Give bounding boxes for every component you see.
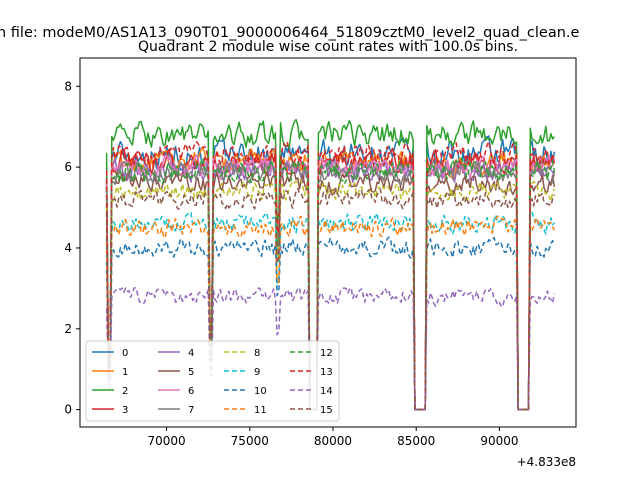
legend-label-1: 1: [122, 367, 128, 378]
y-tick-label: 4: [64, 241, 72, 255]
legend-label-8: 8: [254, 348, 260, 359]
legend-label-14: 14: [320, 386, 333, 397]
legend-frame: [85, 340, 340, 422]
series-line-8: [105, 178, 556, 411]
legend-label-3: 3: [122, 405, 128, 416]
legend-label-11: 11: [254, 405, 267, 416]
legend-label-12: 12: [320, 348, 333, 359]
legend-label-15: 15: [320, 405, 333, 416]
legend-label-13: 13: [320, 367, 333, 378]
figure-suptitle: n file: modeM0/AS1A13_090T01_9000006464_…: [0, 25, 580, 41]
series-line-9: [105, 210, 555, 411]
x-tick-label: 85000: [397, 434, 435, 448]
y-tick-label: 8: [64, 79, 72, 93]
x-tick-label: 70000: [147, 434, 185, 448]
x-tick-label: 75000: [231, 434, 269, 448]
legend-label-7: 7: [188, 405, 194, 416]
y-tick-label: 2: [64, 322, 72, 336]
legend-label-9: 9: [254, 367, 260, 378]
legend-label-4: 4: [188, 348, 194, 359]
y-axis: 0 2 4 6 8: [64, 79, 80, 417]
y-tick-label: 0: [64, 403, 72, 417]
series-line-11: [105, 215, 556, 411]
series-line-2: [105, 118, 555, 411]
series-line-5: [105, 170, 556, 411]
axes-frame: [79, 57, 577, 428]
legend-label-2: 2: [122, 386, 128, 397]
chart-title: Quadrant 2 module wise count rates with …: [138, 39, 518, 55]
series-group: [105, 118, 556, 411]
series-line-14: [105, 286, 556, 411]
legend-label-5: 5: [188, 367, 194, 378]
legend-label-6: 6: [188, 386, 194, 397]
x-offset-label: +4.833e8: [517, 455, 576, 469]
legend-label-0: 0: [122, 348, 128, 359]
x-tick-label: 80000: [314, 434, 352, 448]
x-tick-label: 90000: [480, 434, 518, 448]
x-axis: 70000 75000 80000 85000 90000: [147, 427, 519, 448]
series-line-15: [105, 187, 556, 411]
legend-label-10: 10: [254, 386, 267, 397]
y-tick-label: 6: [64, 160, 72, 174]
series-line-13: [105, 141, 556, 411]
series-line-12: [105, 157, 556, 411]
